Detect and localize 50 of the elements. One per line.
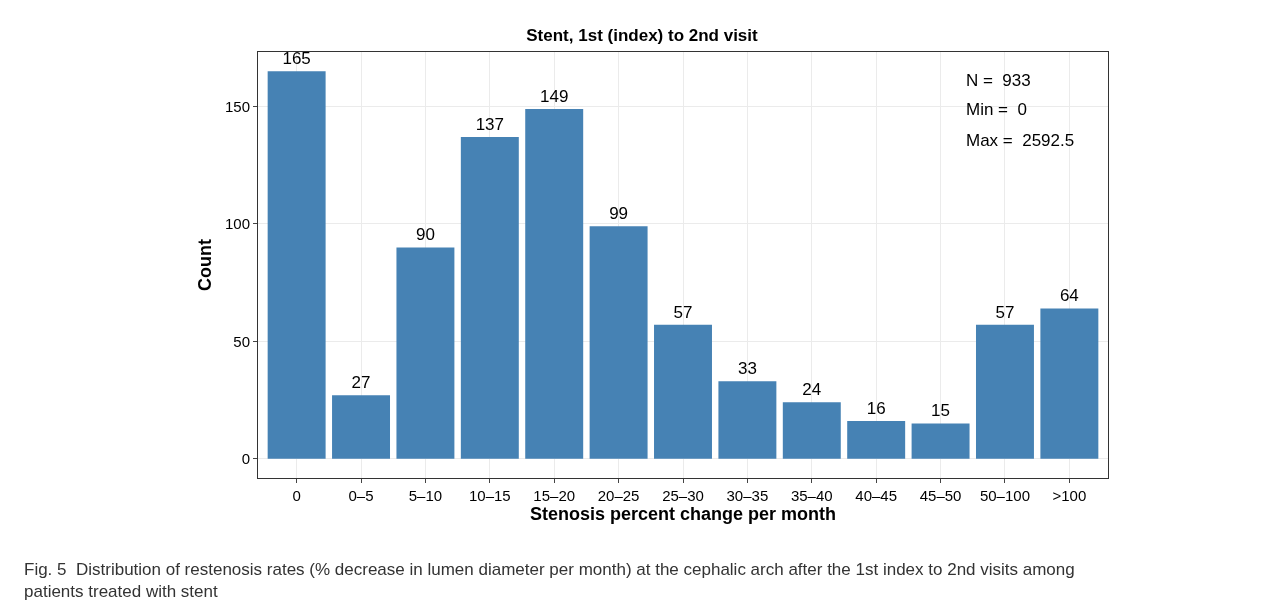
data-label: 99 [609,204,629,224]
x-tick-label: 25–30 [662,487,704,504]
x-tick-label: 5–10 [408,487,443,504]
data-label: 137 [475,115,505,135]
chart-title: Stent, 1st (index) to 2nd visit [526,25,759,45]
annotation: N = 933 [966,71,1031,90]
data-label: 64 [1059,286,1079,306]
bar [460,137,519,459]
data-label: 27 [351,373,371,393]
bar [396,247,455,459]
y-tick-label: 150 [224,97,250,115]
bar [654,324,712,459]
x-tick-label: 15–20 [533,487,576,504]
y-axis-title: Count [195,239,216,291]
data-label: 165 [282,49,311,69]
y-tick-label: 0 [241,449,250,467]
bar [782,402,841,459]
data-label: 24 [802,380,822,400]
bar [332,395,391,459]
bar [267,71,326,459]
data-label: 90 [415,225,435,245]
x-tick-label: 40–45 [855,487,898,504]
annotation: Max = 2592.5 [966,131,1075,150]
y-tick-label: 100 [224,215,250,233]
bar [975,324,1034,459]
bar [1040,308,1099,459]
annotation: Min = 0 [966,100,1027,119]
x-axis-title: Stenosis percent change per month [529,504,837,525]
data-label: 16 [866,399,886,419]
data-label: 57 [673,302,693,322]
data-label: 149 [540,86,569,106]
bar [847,421,906,459]
y-tick-label: 50 [233,332,250,350]
bar [589,226,648,459]
x-tick-label: 50–100 [979,487,1030,504]
data-label: 57 [995,302,1015,322]
caption: Fig. 5 Distribution of restenosis rates (% decrease in lumen diameter per month) at the cephalic arch after the 1st index to 2nd visits among patients treated with stent [24,560,1075,602]
x-tick-label: 30–35 [726,487,769,504]
bar [911,423,970,459]
data-label: 15 [931,401,951,421]
x-tick-label: 0 [292,487,301,504]
x-tick-label: 0–5 [348,487,374,504]
bar [525,108,584,459]
x-tick-label: >100 [1052,487,1087,504]
x-tick-label: 20–25 [597,487,640,504]
x-tick-label: 35–40 [790,487,833,504]
data-label: 33 [737,359,757,379]
bar [718,381,777,459]
x-tick-label: 45–50 [919,487,962,504]
x-tick-label: 10–15 [468,487,511,504]
